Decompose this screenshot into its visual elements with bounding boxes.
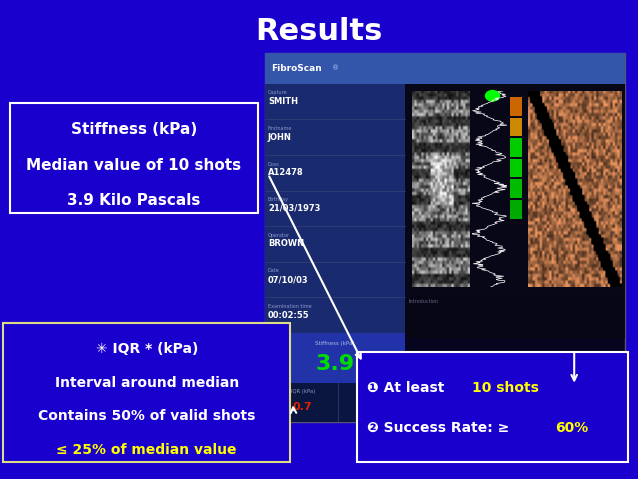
Text: 0.7: 0.7: [293, 402, 313, 412]
Bar: [265, 333, 405, 383]
Circle shape: [486, 91, 500, 101]
Text: 10 shots: 10 shots: [472, 381, 539, 395]
Text: Archives: Archives: [420, 405, 447, 410]
Text: Stiffness (kPa): Stiffness (kPa): [71, 123, 197, 137]
Text: Results: Results: [255, 17, 383, 46]
Text: 10: 10: [570, 409, 577, 413]
Bar: [405, 84, 625, 295]
Bar: [405, 388, 625, 422]
FancyBboxPatch shape: [609, 397, 623, 418]
Text: Median value of 10 shots: Median value of 10 shots: [26, 158, 242, 172]
Text: BROWN: BROWN: [268, 240, 304, 249]
FancyBboxPatch shape: [458, 396, 505, 418]
Text: Firstname: Firstname: [268, 126, 292, 131]
Text: 07/10/03: 07/10/03: [268, 275, 309, 284]
Bar: [510, 159, 522, 178]
Text: A12478: A12478: [268, 168, 304, 177]
Text: Operator: Operator: [268, 233, 290, 238]
Text: ❶ At least: ❶ At least: [367, 381, 449, 395]
FancyBboxPatch shape: [10, 103, 258, 213]
Bar: [265, 383, 405, 422]
Bar: [265, 53, 625, 422]
Text: Interval around median: Interval around median: [55, 376, 239, 390]
FancyBboxPatch shape: [507, 396, 554, 418]
Text: ❷ Success Rate: ≥: ❷ Success Rate: ≥: [367, 421, 514, 435]
Text: Doss: Doss: [268, 161, 279, 167]
Text: 00:02:55: 00:02:55: [268, 310, 309, 319]
Bar: [265, 84, 405, 333]
Text: Birthday: Birthday: [268, 197, 289, 202]
Text: 3.9 Kilo Pascals: 3.9 Kilo Pascals: [67, 193, 201, 208]
Text: 4/10: 4/10: [568, 398, 581, 402]
Text: Capture: Capture: [268, 91, 288, 95]
Text: SMITH: SMITH: [268, 97, 298, 106]
Text: Contains 50% of valid shots: Contains 50% of valid shots: [38, 409, 255, 423]
Text: ®: ®: [332, 65, 339, 71]
Text: Valid: Valid: [558, 409, 572, 413]
Text: Introduction: Introduction: [408, 299, 438, 304]
Text: 21/03/1973: 21/03/1973: [268, 204, 320, 213]
Text: 3.9: 3.9: [315, 354, 355, 374]
FancyBboxPatch shape: [3, 323, 290, 462]
Bar: [510, 200, 522, 218]
FancyBboxPatch shape: [357, 352, 628, 462]
Bar: [510, 138, 522, 157]
FancyBboxPatch shape: [595, 397, 609, 418]
Bar: [510, 179, 522, 198]
Text: 60%: 60%: [555, 421, 588, 435]
Text: Print: Print: [523, 405, 537, 410]
Text: Date: Date: [268, 268, 279, 274]
Text: Test: Test: [558, 398, 569, 402]
Text: ✳ IQR * (kPa): ✳ IQR * (kPa): [96, 342, 198, 356]
Text: Start: Start: [474, 405, 489, 410]
Bar: [510, 97, 522, 116]
Text: JOHN: JOHN: [268, 133, 292, 142]
Text: Stiffness (kPa): Stiffness (kPa): [315, 341, 355, 346]
Text: CS (kPa): CS (kPa): [362, 389, 384, 394]
Text: ≤ 25% of median value: ≤ 25% of median value: [57, 443, 237, 457]
Bar: [510, 117, 522, 136]
FancyBboxPatch shape: [410, 396, 457, 418]
Text: 3.8: 3.8: [363, 402, 383, 412]
Text: FibroScan: FibroScan: [271, 64, 322, 73]
Text: Examination time: Examination time: [268, 304, 311, 309]
Bar: [265, 53, 625, 84]
Text: IQR (kPa): IQR (kPa): [290, 389, 315, 394]
Bar: [405, 295, 625, 338]
